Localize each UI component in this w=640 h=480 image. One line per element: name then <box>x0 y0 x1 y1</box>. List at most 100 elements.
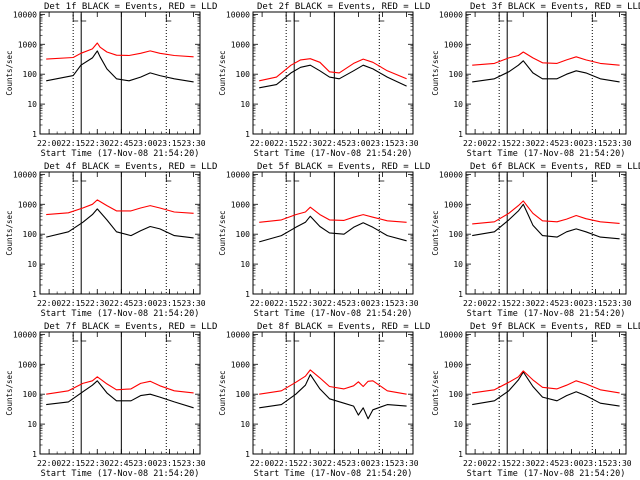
x-tick-label: 23:30 <box>608 139 632 148</box>
x-tick-label: 23:30 <box>182 139 206 148</box>
series-lld-line <box>472 200 620 225</box>
series-events-line <box>472 60 620 83</box>
chart-title: Det 9f BLACK = Events, RED = LLD <box>470 322 640 332</box>
series-events-line <box>472 203 620 240</box>
x-tick-label: 22:30 <box>511 139 535 148</box>
x-tick-label: 23:00 <box>346 299 370 308</box>
plot-frame <box>39 171 201 295</box>
time-marker-icon <box>293 334 300 342</box>
x-tick-label: 23:15 <box>583 459 607 468</box>
x-axis-label: Start Time (17-Nov-08 21:54:20) <box>41 309 200 319</box>
x-tick-label: 23:30 <box>395 459 419 468</box>
x-tick-label: 22:30 <box>298 139 322 148</box>
plot-frame <box>39 11 201 135</box>
time-marker-icon <box>498 14 505 22</box>
x-tick-label: 23:30 <box>395 299 419 308</box>
x-tick-label: 23:30 <box>395 139 419 148</box>
x-tick-label: 22:30 <box>85 299 109 308</box>
y-tick-label: 1 <box>458 450 463 459</box>
x-tick-label: 22:15 <box>61 139 85 148</box>
x-tick-label: 22:45 <box>109 299 133 308</box>
y-tick-label: 10000 <box>439 10 463 19</box>
x-tick-label: 22:15 <box>61 459 85 468</box>
chart-title: Det 1f BLACK = Events, RED = LLD <box>44 2 217 12</box>
time-marker-icon <box>293 174 300 182</box>
y-tick-label: 10000 <box>226 330 250 339</box>
x-tick-label: 23:15 <box>583 139 607 148</box>
time-marker-icon <box>80 14 87 22</box>
y-tick-label: 1000 <box>444 40 463 49</box>
y-tick-label: 100 <box>23 230 38 239</box>
x-tick-label: 23:00 <box>559 299 583 308</box>
x-tick-label: 22:15 <box>274 299 298 308</box>
x-tick-label: 22:30 <box>298 299 322 308</box>
y-tick-label: 10 <box>453 420 463 429</box>
y-tick-label: 100 <box>449 70 464 79</box>
y-axis-label: Counts/sec <box>218 370 227 415</box>
time-marker-icon <box>506 334 513 342</box>
x-tick-label: 23:15 <box>157 299 181 308</box>
plot-frame <box>252 331 414 455</box>
time-marker-icon <box>378 14 385 22</box>
x-tick-label: 22:45 <box>322 459 346 468</box>
y-tick-label: 10 <box>453 100 463 109</box>
x-tick-label: 23:30 <box>608 459 632 468</box>
time-marker-icon <box>165 14 172 22</box>
y-tick-label: 10 <box>27 420 37 429</box>
chart-title: Det 5f BLACK = Events, RED = LLD <box>257 162 430 172</box>
y-tick-label: 1 <box>458 290 463 299</box>
series-events-line <box>46 50 194 83</box>
y-tick-label: 10000 <box>13 330 37 339</box>
time-marker-icon <box>506 14 513 22</box>
plot-frame <box>465 11 627 135</box>
series-events-line <box>259 64 407 89</box>
x-tick-label: 23:15 <box>583 299 607 308</box>
x-tick-label: 23:30 <box>182 459 206 468</box>
time-marker-icon <box>285 174 292 182</box>
time-marker-icon <box>80 334 87 342</box>
y-tick-label: 1000 <box>231 200 250 209</box>
series-lld-line <box>259 58 407 82</box>
x-tick-label: 22:15 <box>274 459 298 468</box>
series-events-line <box>46 208 194 239</box>
y-tick-label: 10 <box>27 100 37 109</box>
x-tick-label: 23:00 <box>559 139 583 148</box>
x-tick-label: 22:00 <box>463 459 487 468</box>
plot-frame <box>465 331 627 455</box>
y-tick-label: 10000 <box>13 10 37 19</box>
time-marker-icon <box>72 174 79 182</box>
y-axis-label: Counts/sec <box>431 50 440 95</box>
y-axis-label: Counts/sec <box>218 50 227 95</box>
series-lld-line <box>472 370 620 394</box>
chart-panel-7: Det 7f BLACK = Events, RED = LLD 1 10 100 10… <box>5 322 217 479</box>
series-lld-line <box>46 199 194 216</box>
x-tick-label: 23:15 <box>157 459 181 468</box>
time-marker-icon <box>591 334 598 342</box>
x-axis-label: Start Time (17-Nov-08 21:54:20) <box>467 469 626 479</box>
y-tick-label: 1000 <box>444 200 463 209</box>
chart-panel-5: Det 5f BLACK = Events, RED = LLD 1 10 100 10… <box>218 162 430 319</box>
x-tick-label: 23:15 <box>370 139 394 148</box>
x-axis-label: Start Time (17-Nov-08 21:54:20) <box>467 149 626 159</box>
y-tick-label: 100 <box>23 390 38 399</box>
y-axis-label: Counts/sec <box>5 370 14 415</box>
y-tick-label: 1 <box>32 290 37 299</box>
x-tick-label: 22:00 <box>250 139 274 148</box>
y-tick-label: 1 <box>245 290 250 299</box>
y-axis-label: Counts/sec <box>431 370 440 415</box>
time-marker-icon <box>165 334 172 342</box>
x-axis-label: Start Time (17-Nov-08 21:54:20) <box>254 149 413 159</box>
time-marker-icon <box>72 334 79 342</box>
y-tick-label: 100 <box>449 390 464 399</box>
x-tick-label: 23:30 <box>182 299 206 308</box>
x-tick-label: 22:15 <box>61 299 85 308</box>
x-tick-label: 23:15 <box>370 299 394 308</box>
y-tick-label: 1000 <box>231 40 250 49</box>
x-tick-label: 23:30 <box>608 299 632 308</box>
x-tick-label: 23:15 <box>370 459 394 468</box>
y-tick-label: 1000 <box>231 360 250 369</box>
x-axis-label: Start Time (17-Nov-08 21:54:20) <box>41 149 200 159</box>
x-tick-label: 22:30 <box>511 459 535 468</box>
time-marker-icon <box>506 174 513 182</box>
